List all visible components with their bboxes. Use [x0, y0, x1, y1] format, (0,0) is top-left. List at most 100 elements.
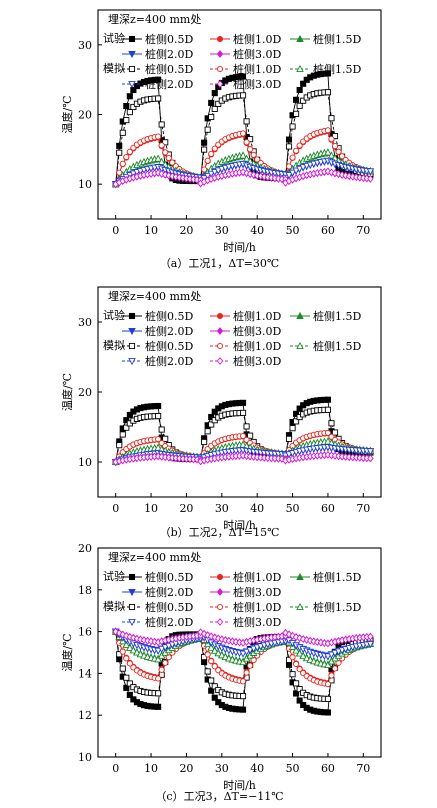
legend-group-test: 试验	[103, 31, 125, 45]
data-point	[300, 80, 307, 87]
data-point	[204, 126, 211, 133]
data-point	[208, 658, 215, 665]
legend-marker	[296, 602, 304, 611]
legend-label: 桩侧2.0D	[145, 585, 193, 599]
data-point	[242, 648, 251, 656]
data-point	[328, 168, 335, 177]
data-point	[239, 440, 247, 448]
data-point	[207, 643, 215, 651]
data-point	[293, 660, 300, 668]
legend-label: 桩侧3.0D	[233, 354, 281, 368]
series-sim-5	[112, 450, 374, 466]
data-point	[116, 629, 123, 638]
figure-caption: （c）工况3，ΔT=−11℃	[155, 790, 283, 803]
data-point	[126, 691, 133, 698]
data-point	[155, 402, 162, 410]
data-point	[119, 630, 126, 639]
data-point	[123, 631, 130, 640]
y-tick-label: 20	[78, 386, 92, 399]
legend-marker	[216, 80, 224, 88]
data-point	[285, 435, 293, 442]
data-point	[215, 100, 222, 107]
legend-label: 桩侧3.0D	[233, 615, 281, 629]
data-point	[243, 118, 250, 125]
legend-label: 桩侧1.0D	[233, 339, 281, 353]
x-tick-label: 50	[286, 762, 300, 775]
data-point	[208, 150, 215, 157]
legend-marker	[216, 573, 224, 581]
legend-label: 桩侧1.5D	[313, 600, 361, 614]
chart-panel-1: 0 10 20 30 40 50 60 70 10 20 30 时间/h 温度/℃ （a）工况1，ΔT=3…	[60, 9, 382, 270]
data-point	[208, 687, 215, 694]
figure-caption: （b）工况2，ΔT=15℃	[160, 526, 280, 539]
data-point	[200, 629, 208, 638]
data-point	[296, 686, 303, 693]
data-point	[162, 659, 169, 666]
data-point	[119, 665, 126, 672]
data-point	[155, 675, 162, 682]
data-point	[214, 649, 223, 657]
data-point	[165, 654, 172, 661]
data-point	[211, 683, 218, 690]
data-point	[123, 153, 130, 161]
x-tick-label: 10	[144, 224, 158, 237]
data-point	[367, 632, 374, 641]
legend-label: 桩侧3.0D	[233, 47, 281, 61]
legend-group-test: 试验	[103, 308, 125, 322]
chart-panel-2: 0 10 20 30 40 50 60 70 10 20 30 时间/h 温度/℃ （b）工况2，ΔT=1…	[60, 286, 382, 539]
data-point	[324, 70, 331, 77]
legend-label: 桩侧1.5D	[313, 62, 361, 76]
y-tick-label: 16	[78, 626, 92, 639]
legend-label: 桩侧3.0D	[233, 77, 281, 91]
data-point	[239, 678, 247, 685]
data-point	[116, 656, 123, 663]
data-point	[126, 109, 133, 116]
legend-label: 桩侧0.5D	[145, 62, 193, 76]
data-point	[331, 665, 339, 672]
data-point	[210, 168, 219, 177]
data-point	[119, 160, 126, 167]
data-point	[123, 117, 130, 124]
data-point	[211, 663, 218, 670]
data-point	[289, 425, 296, 432]
plot-frame	[97, 547, 382, 758]
legend-header: 埋深z=400 mm处	[108, 290, 201, 303]
data-point	[208, 99, 215, 106]
data-point	[296, 666, 303, 673]
data-point	[243, 139, 250, 146]
legend-marker	[216, 327, 224, 335]
data-point	[126, 411, 133, 418]
data-point	[288, 169, 297, 177]
data-point	[155, 413, 162, 420]
data-point	[137, 635, 144, 644]
data-point	[243, 669, 250, 676]
data-point	[158, 142, 165, 149]
data-point	[367, 174, 374, 183]
data-point	[204, 651, 211, 658]
data-point	[158, 666, 165, 673]
data-point	[123, 655, 130, 662]
legend-group-sim: 模拟	[103, 338, 125, 352]
legend-marker	[216, 603, 224, 611]
x-tick-label: 70	[356, 224, 370, 237]
legend-marker	[216, 65, 224, 73]
legend-header: 埋深z=400 mm处	[108, 551, 201, 564]
data-point	[122, 640, 131, 648]
data-point	[126, 93, 133, 100]
x-axis-label: 时间/h	[223, 519, 256, 532]
data-point	[116, 149, 123, 156]
data-point	[129, 646, 138, 654]
data-point	[161, 644, 169, 652]
data-point	[331, 143, 339, 150]
data-point	[331, 133, 339, 140]
data-point	[295, 165, 304, 174]
data-point	[130, 86, 137, 94]
x-tick-label: 60	[321, 762, 335, 775]
legend-marker	[216, 357, 224, 365]
data-point	[247, 432, 254, 439]
data-point	[221, 652, 230, 661]
legend-label: 桩侧1.0D	[233, 32, 281, 46]
